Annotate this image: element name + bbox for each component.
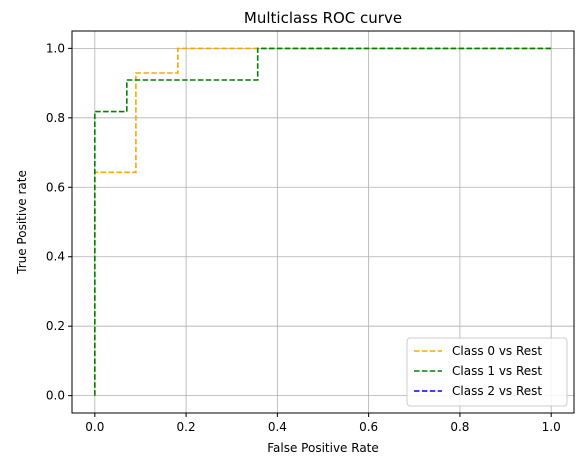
y-tick-label: 1.0 (46, 41, 65, 55)
plot-frame (71, 30, 575, 414)
x-tick-label: 0.0 (85, 420, 104, 434)
y-tick-label: 0.0 (46, 389, 65, 403)
x-tick-label: 0.4 (268, 420, 287, 434)
grid-lines (72, 31, 574, 413)
series-layer (94, 47, 552, 396)
legend-label-class-2: Class 2 vs Rest (452, 384, 542, 398)
x-axis-ticks: 0.0 0.2 0.4 0.6 0.8 1.0 (85, 413, 561, 434)
x-tick-label: 0.8 (450, 420, 469, 434)
y-tick-label: 0.8 (46, 111, 65, 125)
legend-label-class-1: Class 1 vs Rest (452, 364, 542, 378)
y-tick-label: 0.4 (46, 250, 65, 264)
x-tick-label: 0.2 (177, 420, 196, 434)
legend-box (406, 337, 568, 407)
x-axis-label: False Positive Rate (267, 441, 379, 455)
series-line-class-1 (94, 47, 552, 396)
y-tick-label: 0.6 (46, 180, 65, 194)
chart-title: Multiclass ROC curve (244, 9, 402, 27)
legend-label-class-0: Class 0 vs Rest (452, 344, 542, 358)
x-tick-label: 1.0 (542, 420, 561, 434)
legend: Class 0 vs Rest Class 1 vs Rest Class 2 vs… (406, 337, 568, 407)
y-axis-label: True Positive rate (15, 170, 29, 275)
y-axis-ticks: 0.0 0.2 0.4 0.6 0.8 1.0 (46, 41, 72, 403)
y-tick-label: 0.2 (46, 319, 65, 333)
x-tick-label: 0.6 (359, 420, 378, 434)
